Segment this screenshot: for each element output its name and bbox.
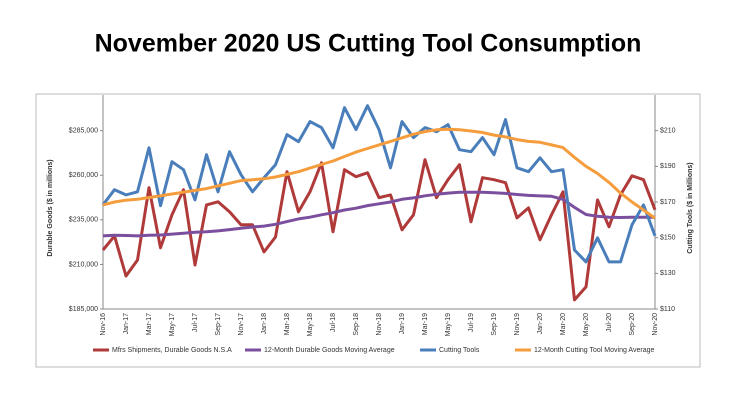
x-tick-label: Jul-20 <box>606 313 613 332</box>
y-tick-label: $185,000 <box>69 306 98 313</box>
x-tick-label: Mar-20 <box>560 313 567 335</box>
x-tick-label: Nov-19 <box>514 313 521 336</box>
y2-tick-label: $190 <box>660 163 676 170</box>
y2-tick-label: $170 <box>660 199 676 206</box>
legend-label: Cutting Tools <box>439 347 480 354</box>
x-tick-label: Sep-19 <box>491 313 498 336</box>
x-tick-label: Mar-17 <box>146 313 153 335</box>
x-tick-label: Mar-19 <box>422 313 429 335</box>
legend-label: 12-Month Durable Goods Moving Average <box>264 347 395 354</box>
y2-tick-label: $130 <box>660 270 676 277</box>
x-tick-label: Sep-18 <box>353 313 360 336</box>
series-line <box>101 158 657 302</box>
x-tick-label: May-17 <box>169 313 176 336</box>
chart-frame <box>35 93 701 368</box>
y2-tick-label: $110 <box>660 306 675 313</box>
x-tick-label: May-20 <box>583 313 590 336</box>
x-tick-label: Jul-17 <box>192 313 199 332</box>
y-tick-label: $285,000 <box>69 128 98 135</box>
x-tick-label: Sep-17 <box>215 313 222 336</box>
y-axis-label: Durable Goods ($ in millions) <box>47 159 54 256</box>
y2-tick-label: $150 <box>660 235 676 242</box>
series-line <box>101 104 657 264</box>
x-tick-label: Nov-20 <box>652 313 659 336</box>
x-tick-label: Jan-17 <box>123 313 130 335</box>
legend-label: 12-Month Cutting Tool Moving Average <box>534 347 654 354</box>
y-tick-label: $235,000 <box>69 217 98 224</box>
series-line <box>102 127 656 220</box>
x-tick-label: Nov-17 <box>238 313 245 336</box>
x-tick-label: Jan-19 <box>399 313 406 335</box>
x-tick-label: Nov-18 <box>376 313 383 336</box>
x-tick-label: Sep-20 <box>629 313 636 336</box>
x-tick-label: Jan-18 <box>261 313 268 335</box>
chart-title: November 2020 US Cutting Tool Consumptio… <box>95 30 642 58</box>
y2-axis-label: Cutting Tools ($ in Millions) <box>687 162 694 253</box>
x-tick-label: Nov-16 <box>100 313 107 336</box>
x-tick-label: Mar-18 <box>284 313 291 335</box>
y-tick-label: $260,000 <box>69 172 98 179</box>
x-tick-label: Jul-18 <box>330 313 337 332</box>
series-line <box>102 190 655 238</box>
x-tick-label: Jul-19 <box>468 313 475 332</box>
x-tick-label: May-18 <box>307 313 314 336</box>
x-tick-label: Jan-20 <box>537 313 544 335</box>
y2-tick-label: $210 <box>660 128 676 135</box>
x-tick-label: May-19 <box>445 313 452 336</box>
legend-label: Mfrs Shipments, Durable Goods N.S.A <box>112 347 232 354</box>
y-tick-label: $210,000 <box>69 261 98 268</box>
